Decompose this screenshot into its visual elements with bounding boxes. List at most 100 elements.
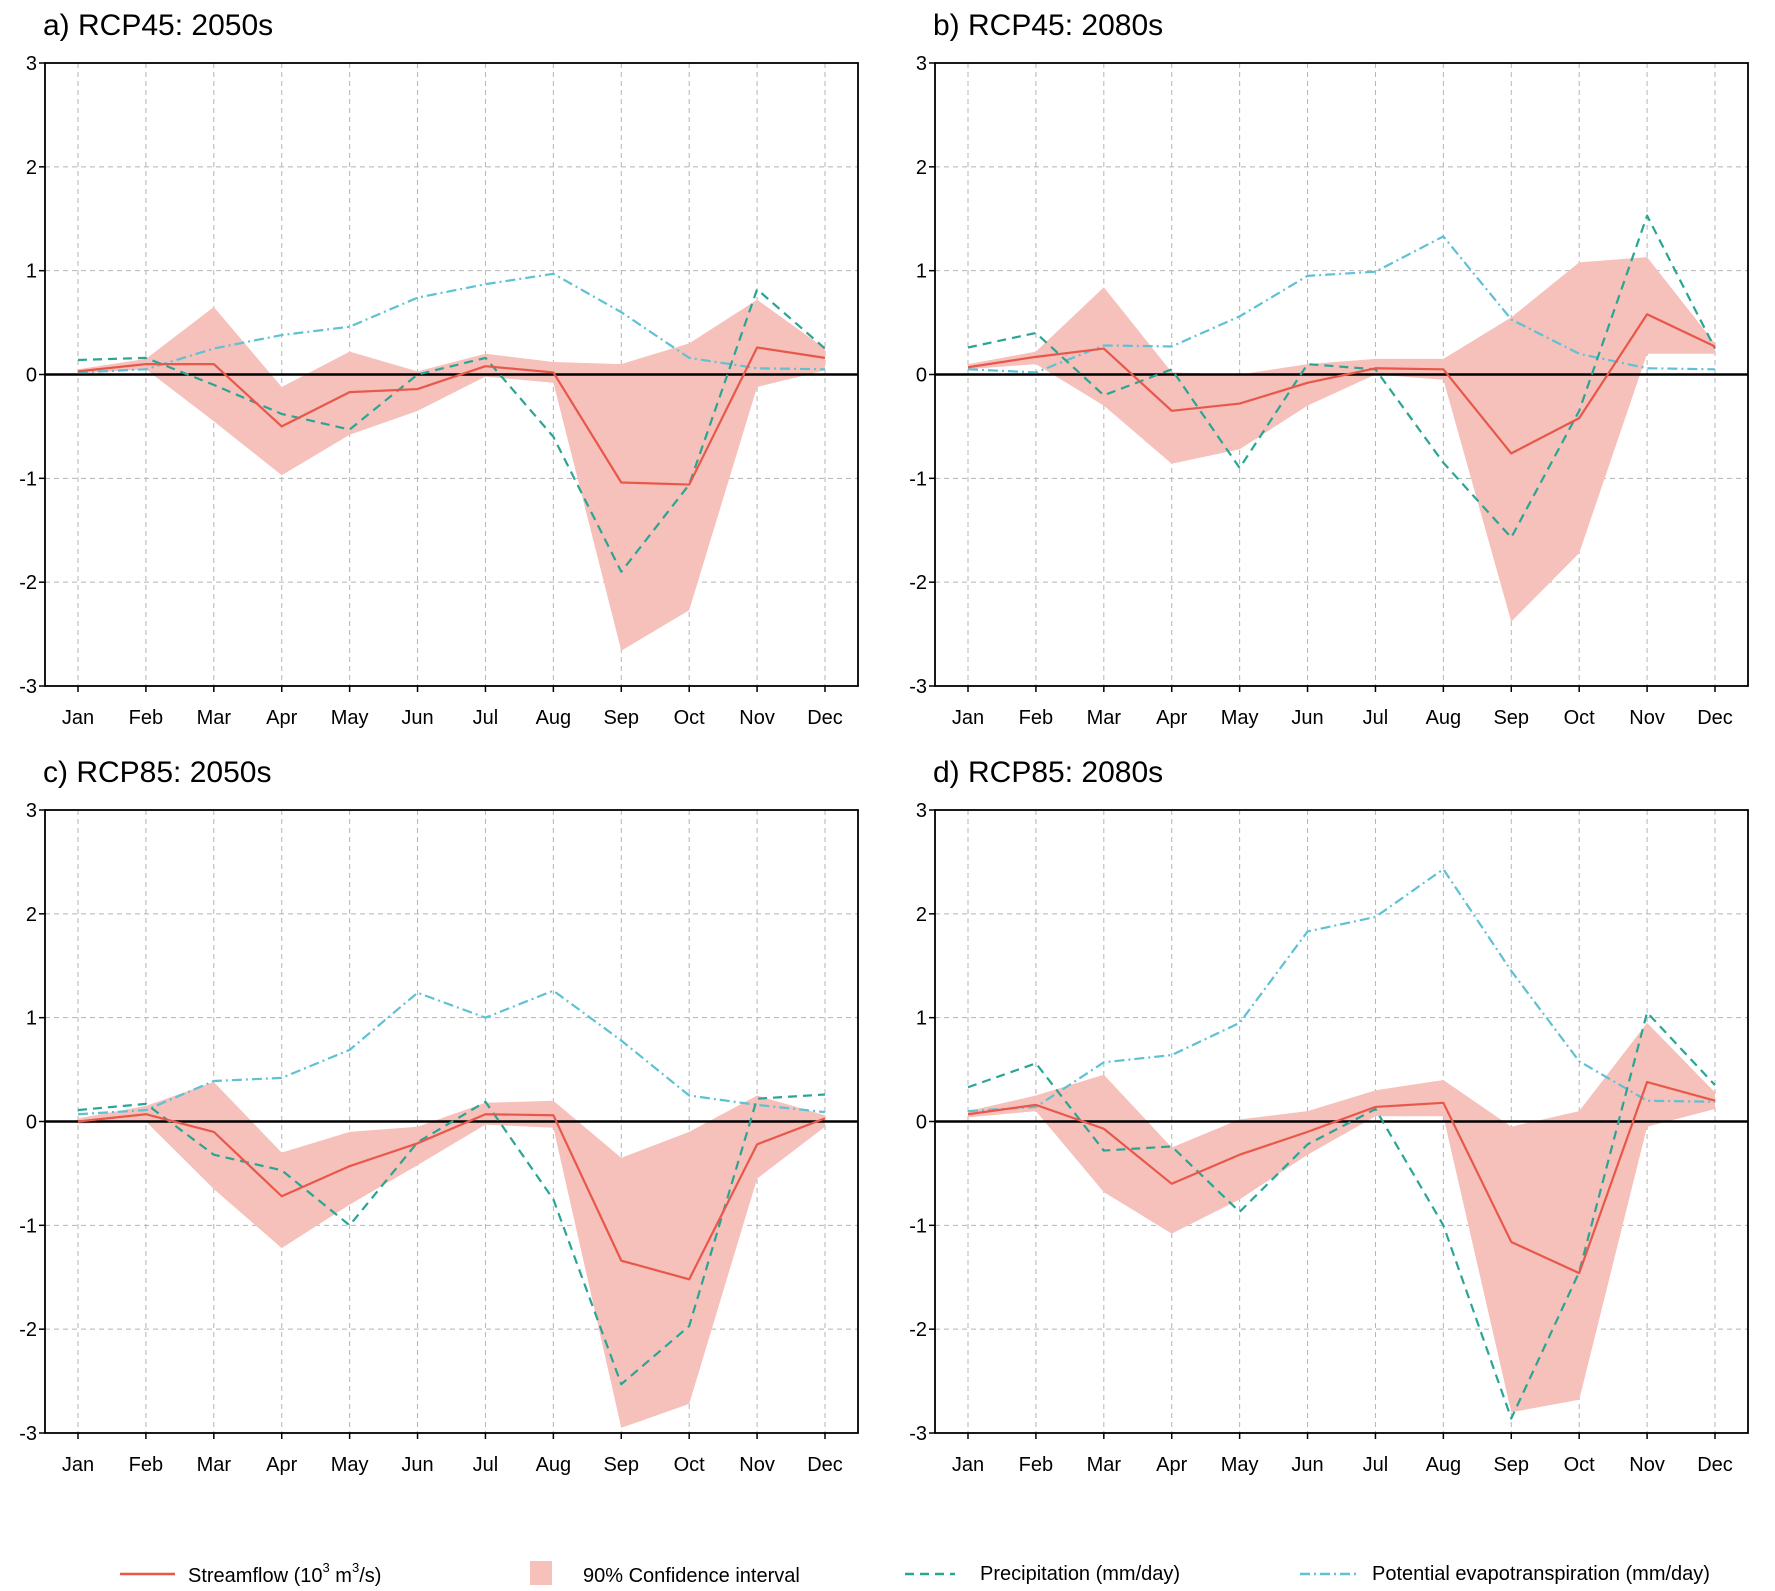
x-tick-label: Aug xyxy=(536,707,572,729)
y-tick-label: -3 xyxy=(19,1423,37,1445)
y-tick-label: 2 xyxy=(916,904,927,926)
y-tick-label: 3 xyxy=(26,800,37,822)
legend-pet-label: Potential evapotranspiration (mm/day) xyxy=(1372,1563,1710,1585)
panels: a) RCP45: 2050s 3 2 1 0 -1 -2 -3 Jan Feb Mar Apr May… xyxy=(19,9,1749,1476)
legend-precip-label: Precipitation (mm/day) xyxy=(980,1563,1180,1585)
y-tick-label: 0 xyxy=(916,1112,927,1134)
panel-title: d) RCP85: 2080s xyxy=(933,756,1163,789)
y-tick-label: -2 xyxy=(19,572,37,594)
x-tick-label: Apr xyxy=(266,707,297,729)
legend-streamflow-label: Streamflow (103 m3/s) xyxy=(188,1560,381,1587)
x-tick-label: Mar xyxy=(197,1454,232,1476)
x-tick-label: Feb xyxy=(1019,707,1053,729)
x-tick-label: May xyxy=(331,707,369,729)
y-tick-label: 1 xyxy=(916,261,927,283)
x-tick-label: Jan xyxy=(952,1454,984,1476)
y-tick-label: 1 xyxy=(916,1008,927,1030)
y-tick-label: 3 xyxy=(26,53,37,75)
x-tick-label: Aug xyxy=(1426,707,1462,729)
y-tick-label: -1 xyxy=(19,1215,37,1237)
x-tick-label: Nov xyxy=(739,707,775,729)
y-tick-label: 1 xyxy=(26,261,37,283)
x-tick-label: May xyxy=(1221,707,1259,729)
y-tick-label: -1 xyxy=(19,468,37,490)
x-tick-label: Sep xyxy=(603,707,639,729)
y-tick-label: -3 xyxy=(909,1423,927,1445)
y-tick-label: -1 xyxy=(909,1215,927,1237)
chart-panel-1: a) RCP45: 2050s 3 2 1 0 -1 -2 -3 Jan Feb Mar Apr May… xyxy=(19,9,859,729)
chart-panel-4: d) RCP85: 2080s 3 2 1 0 -1 -2 -3 Jan Feb Mar Apr May… xyxy=(909,756,1749,1476)
y-tick-label: -1 xyxy=(909,468,927,490)
panel-title: c) RCP85: 2050s xyxy=(43,756,271,789)
x-tick-label: Jul xyxy=(1363,1454,1389,1476)
streamflow-line xyxy=(77,346,826,486)
x-tick-label: May xyxy=(331,1454,369,1476)
x-tick-label: Jun xyxy=(1291,707,1323,729)
x-tick-label: Oct xyxy=(1564,707,1596,729)
x-tick-label: Feb xyxy=(129,707,163,729)
panel-title: b) RCP45: 2080s xyxy=(933,9,1163,42)
x-tick-label: Oct xyxy=(1564,1454,1596,1476)
x-tick-label: Sep xyxy=(1493,1454,1529,1476)
x-tick-label: Apr xyxy=(1156,707,1187,729)
x-tick-label: Oct xyxy=(674,707,706,729)
pet-line xyxy=(77,272,826,374)
streamflow-line xyxy=(967,1080,1716,1275)
y-tick-label: -3 xyxy=(909,676,927,698)
legend-item-streamflow: Streamflow (103 m3/s) xyxy=(120,1560,381,1587)
x-tick-label: Feb xyxy=(1019,1454,1053,1476)
y-tick-label: 2 xyxy=(916,157,927,179)
y-tick-label: 0 xyxy=(916,365,927,387)
precipitation-line xyxy=(967,214,1716,539)
streamflow-line xyxy=(967,313,1716,455)
y-tick-label: 2 xyxy=(26,157,37,179)
y-tick-label: 3 xyxy=(916,800,927,822)
y-tick-label: -2 xyxy=(909,1319,927,1341)
x-tick-label: Mar xyxy=(197,707,232,729)
x-tick-label: Dec xyxy=(807,1454,843,1476)
y-tick-label: -2 xyxy=(19,1319,37,1341)
chart-panel-3: c) RCP85: 2050s 3 2 1 0 -1 -2 -3 Jan Feb Mar Apr May… xyxy=(19,756,859,1476)
y-tick-label: -2 xyxy=(909,572,927,594)
x-tick-label: Jun xyxy=(401,707,433,729)
legend-item-pet: Potential evapotranspiration (mm/day) xyxy=(1300,1563,1710,1585)
y-tick-label: -3 xyxy=(19,676,37,698)
confidence-band xyxy=(968,257,1715,622)
chart-panel-2: b) RCP45: 2080s 3 2 1 0 -1 -2 -3 Jan Feb Mar Apr May… xyxy=(909,9,1749,729)
x-tick-label: Jul xyxy=(473,707,499,729)
x-tick-label: Dec xyxy=(807,707,843,729)
x-tick-label: Mar xyxy=(1087,1454,1122,1476)
y-tick-label: 0 xyxy=(26,365,37,387)
x-tick-label: Jan xyxy=(62,707,94,729)
x-tick-label: Apr xyxy=(1156,1454,1187,1476)
x-tick-label: Jan xyxy=(62,1454,94,1476)
x-tick-label: Jan xyxy=(952,707,984,729)
x-tick-label: Jun xyxy=(1291,1454,1323,1476)
y-tick-label: 3 xyxy=(916,53,927,75)
legend-item-ci: 90% Confidence interval xyxy=(530,1561,800,1587)
x-tick-label: Dec xyxy=(1697,707,1733,729)
y-tick-label: 1 xyxy=(26,1008,37,1030)
x-tick-label: Dec xyxy=(1697,1454,1733,1476)
x-tick-label: Jul xyxy=(473,1454,499,1476)
x-tick-label: Nov xyxy=(739,1454,775,1476)
x-tick-label: Aug xyxy=(1426,1454,1462,1476)
x-tick-label: Mar xyxy=(1087,707,1122,729)
legend-ci-label: 90% Confidence interval xyxy=(583,1565,800,1587)
y-tick-label: 0 xyxy=(26,1112,37,1134)
pet-line xyxy=(967,868,1716,1113)
x-tick-label: Aug xyxy=(536,1454,572,1476)
streamflow-line xyxy=(77,1113,826,1281)
legend-item-precipitation: Precipitation (mm/day) xyxy=(905,1563,1180,1585)
x-tick-label: Nov xyxy=(1629,707,1665,729)
confidence-band xyxy=(78,299,825,651)
pet-line xyxy=(77,989,826,1116)
confidence-band xyxy=(968,1022,1715,1413)
y-tick-label: 2 xyxy=(26,904,37,926)
x-tick-label: Apr xyxy=(266,1454,297,1476)
x-tick-label: Feb xyxy=(129,1454,163,1476)
x-tick-label: Nov xyxy=(1629,1454,1665,1476)
precipitation-line xyxy=(77,1093,826,1386)
x-tick-label: Jun xyxy=(401,1454,433,1476)
